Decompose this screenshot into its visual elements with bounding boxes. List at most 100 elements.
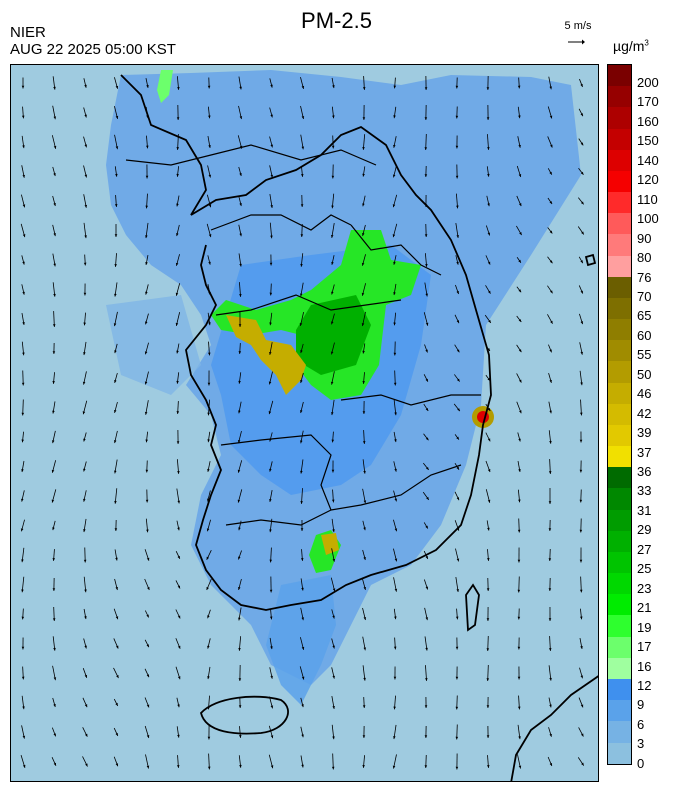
- wind-arrow-head: [177, 615, 181, 619]
- province-borders: [125, 144, 481, 526]
- wind-arrow-head: [393, 352, 397, 356]
- wind-arrow-head: [114, 350, 117, 354]
- wind-arrow-head: [456, 527, 460, 531]
- wind-arrow-head: [84, 235, 87, 239]
- wind-arrow-head: [456, 349, 460, 353]
- wind-arrow-head: [144, 321, 148, 325]
- color-scale-segment: [608, 149, 631, 171]
- wind-arrow-head: [269, 559, 273, 563]
- wind-arrow-head: [300, 204, 304, 207]
- color-scale-segment: [608, 721, 631, 743]
- wind-arrow-head: [299, 293, 303, 297]
- wind-arrow-head: [113, 409, 117, 413]
- wind-arrow-head: [425, 407, 429, 411]
- wind-arrow-head: [115, 557, 118, 561]
- wind-arrow-head: [238, 351, 242, 354]
- green-northern-patch: [157, 70, 173, 103]
- color-scale-tick-label: 70: [637, 288, 652, 304]
- wind-arrow-head: [548, 558, 552, 561]
- wind-arrow-head: [114, 204, 118, 207]
- wind-arrow-head: [207, 498, 210, 502]
- wind-arrow-head: [237, 440, 241, 443]
- wind-arrow-head: [424, 765, 428, 768]
- wind-arrow-head: [238, 617, 241, 621]
- wind-arrow-head: [392, 174, 396, 178]
- wind-arrow-head: [53, 704, 56, 707]
- wind-arrow-head: [206, 556, 210, 560]
- wind-arrow-head: [425, 466, 429, 470]
- wind-arrow-head: [518, 319, 522, 323]
- wind-arrow-head: [549, 290, 553, 294]
- color-scale-segment: [608, 213, 631, 235]
- wind-arrow-head: [580, 412, 583, 416]
- wind-arrow-head: [52, 324, 56, 327]
- wind-arrow-head: [22, 735, 26, 739]
- wind-arrow-head: [207, 615, 210, 619]
- wind-arrow-head: [83, 322, 86, 326]
- wind-arrow-head: [518, 499, 521, 503]
- wind-arrow-head: [580, 675, 584, 679]
- wind-arrow-head: [176, 380, 179, 384]
- wind-arrow-head: [146, 674, 150, 678]
- wind-arrow-head: [580, 321, 584, 325]
- wind-arrow-head: [455, 616, 459, 620]
- wind-arrow-head: [331, 412, 334, 416]
- concentration-layer: [106, 70, 581, 705]
- wind-arrow-head: [269, 498, 272, 502]
- wind-arrow-head: [300, 501, 303, 504]
- wind-arrow-head: [270, 705, 274, 709]
- wind-arrow-head: [53, 677, 57, 681]
- wind-arrow-head: [299, 322, 303, 326]
- wind-arrow-head: [518, 469, 521, 472]
- wind-arrow-head: [456, 291, 459, 295]
- wind-arrow-head: [301, 617, 305, 621]
- wind-arrow-head: [146, 529, 149, 533]
- wind-arrow-head: [114, 380, 117, 383]
- wind-arrow-head: [331, 175, 335, 179]
- wind-arrow-head: [301, 85, 305, 89]
- japan-coastline: [510, 675, 598, 781]
- coastline-layer: [120, 74, 598, 781]
- wind-arrow-head: [115, 702, 118, 706]
- color-scale-segment: [608, 297, 631, 320]
- wind-arrow-head: [579, 589, 583, 593]
- wind-arrow-head: [208, 261, 211, 265]
- wind-vector-field: [20, 75, 585, 770]
- pm25-map[interactable]: [10, 64, 599, 782]
- color-scale-tick-label: 120: [637, 172, 659, 188]
- wind-arrow-head: [332, 115, 335, 119]
- wind-arrow-head: [487, 232, 491, 236]
- wind-arrow-head: [208, 115, 211, 119]
- border-chungcheong: [215, 294, 402, 316]
- wind-arrow-head: [394, 468, 397, 472]
- wind-arrow-head: [331, 469, 335, 473]
- wind-arrow-head: [53, 116, 57, 120]
- wind-arrow-head: [330, 381, 334, 385]
- wind-arrow-head: [21, 85, 25, 89]
- wind-arrow-head: [208, 204, 212, 208]
- wind-arrow-head: [52, 558, 56, 561]
- color-scale-segment: [608, 340, 631, 362]
- wind-arrow-head: [549, 440, 552, 444]
- border-gyeonggi: [210, 214, 352, 231]
- korean-peninsula-coastline: [120, 74, 492, 611]
- wind-arrow-head: [549, 704, 552, 708]
- wind-arrow-head: [145, 439, 148, 443]
- wind-arrow-head: [146, 765, 150, 769]
- wind-arrow-head: [145, 499, 149, 503]
- wind-arrow-head: [456, 378, 460, 382]
- wind-arrow-head: [486, 648, 490, 651]
- wind-arrow-head: [363, 527, 366, 531]
- wind-arrow-head: [425, 555, 428, 559]
- wind-arrow-head: [518, 115, 521, 119]
- wind-arrow-head: [393, 706, 396, 710]
- wind-arrow-head: [270, 144, 273, 148]
- western-sea-haze: [106, 295, 201, 395]
- wind-arrow-head: [332, 588, 336, 592]
- wind-arrow-head: [394, 528, 398, 532]
- color-scale-tick-label: 39: [637, 425, 652, 441]
- wind-arrow-head: [425, 264, 428, 267]
- color-scale-tick-label: 65: [637, 308, 652, 324]
- color-scale-segment: [608, 234, 631, 256]
- wind-arrow-head: [84, 84, 87, 88]
